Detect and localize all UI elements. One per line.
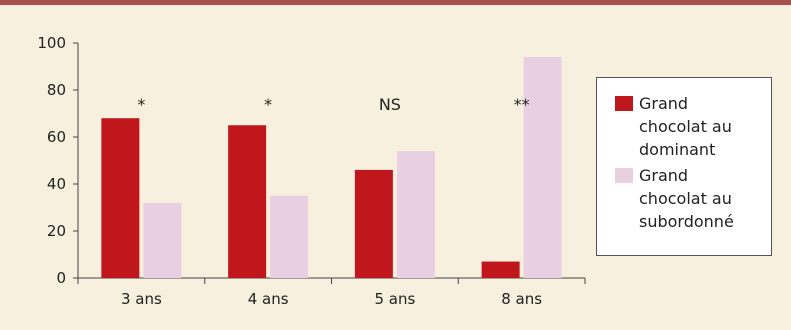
bar-dominant <box>481 261 520 278</box>
legend-item-subordinate: Grand chocolat au subordonné <box>615 164 763 233</box>
bar-dominant <box>354 169 393 278</box>
significance-label: ** <box>514 95 530 114</box>
bar-dominant <box>101 118 140 278</box>
top-rule <box>0 0 791 5</box>
x-tick-label: 8 ans <box>501 290 542 308</box>
significance-label: * <box>137 95 145 114</box>
y-tick-label: 80 <box>47 81 66 99</box>
bar-subordinate <box>523 57 562 278</box>
y-tick-label: 40 <box>47 175 66 193</box>
x-tick-label: 3 ans <box>121 290 162 308</box>
significance-label: NS <box>379 95 401 114</box>
legend-swatch-subordinate <box>615 168 633 183</box>
bar-dominant <box>228 125 267 278</box>
significance-label: * <box>264 95 272 114</box>
legend-swatch-dominant <box>615 96 633 111</box>
bar-subordinate <box>270 195 309 278</box>
bar-subordinate <box>143 202 182 278</box>
legend-item-dominant: Grand chocolat au dominant <box>615 92 763 161</box>
x-tick-label: 5 ans <box>374 290 415 308</box>
y-tick-label: 0 <box>56 269 66 287</box>
legend-label-dominant: Grand chocolat au dominant <box>639 94 732 159</box>
x-tick-label: 4 ans <box>248 290 289 308</box>
y-tick-label: 20 <box>47 222 66 240</box>
y-tick-label: 100 <box>37 34 66 52</box>
labels: 0 20 40 60 80 100 3 ans * 4 ans * 5 ans NS 8 ans ** <box>37 34 542 308</box>
legend: Grand chocolat au dominant Grand chocola… <box>596 77 772 256</box>
bar-subordinate <box>396 151 435 278</box>
legend-label-subordinate: Grand chocolat au subordonné <box>639 166 734 231</box>
bars <box>101 57 562 278</box>
y-tick-label: 60 <box>47 128 66 146</box>
